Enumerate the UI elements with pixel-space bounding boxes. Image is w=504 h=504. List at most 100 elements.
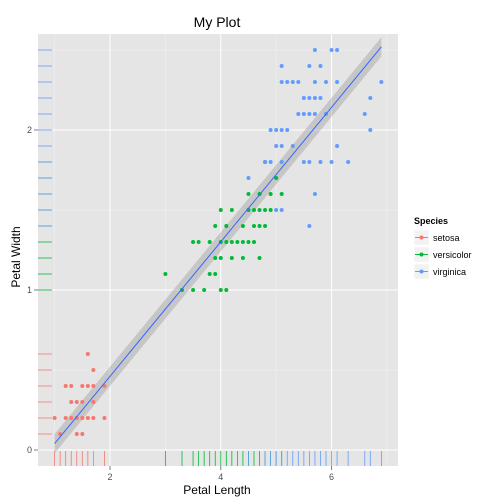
data-point-versicolor: [252, 240, 256, 244]
data-point-versicolor: [257, 208, 262, 212]
data-point-virginica: [290, 144, 295, 148]
data-point-virginica: [335, 80, 340, 84]
data-point-setosa: [91, 416, 96, 420]
data-point-versicolor: [229, 240, 234, 244]
data-point-versicolor: [279, 192, 284, 196]
data-point-versicolor: [240, 224, 245, 228]
data-point-versicolor: [268, 208, 273, 212]
data-point-versicolor: [207, 272, 212, 276]
data-point-versicolor: [252, 208, 256, 212]
data-point-setosa: [52, 416, 57, 420]
data-point-virginica: [307, 224, 312, 228]
legend-point-setosa: [419, 235, 424, 240]
data-point-virginica: [268, 160, 273, 164]
data-point-virginica: [329, 48, 334, 52]
data-point-versicolor: [263, 224, 268, 228]
data-point-virginica: [335, 48, 340, 52]
data-point-setosa: [74, 416, 79, 420]
data-point-virginica: [329, 160, 334, 164]
data-point-virginica: [312, 96, 317, 100]
legend-point-versicolor: [419, 252, 424, 257]
legend-point-virginica: [419, 269, 424, 274]
data-point-setosa: [69, 416, 74, 420]
x-tick-label: 4: [218, 472, 223, 482]
data-point-setosa: [80, 416, 85, 420]
data-point-versicolor: [213, 272, 218, 276]
data-point-virginica: [318, 160, 323, 164]
data-point-virginica: [279, 80, 284, 84]
legend-label-virginica: virginica: [433, 267, 466, 277]
data-point-versicolor: [235, 240, 240, 244]
data-point-virginica: [246, 176, 251, 180]
data-point-virginica: [274, 208, 279, 212]
data-point-versicolor: [218, 208, 223, 212]
data-point-virginica: [307, 112, 312, 116]
data-point-versicolor: [257, 256, 262, 260]
legend-label-setosa: setosa: [433, 233, 460, 243]
data-point-virginica: [307, 96, 312, 100]
y-axis-title: Petal Width: [9, 226, 23, 287]
legend-title: Species: [414, 216, 448, 226]
data-point-versicolor: [224, 224, 229, 228]
data-point-virginica: [379, 80, 384, 84]
data-point-versicolor: [268, 192, 273, 196]
data-point-virginica: [312, 80, 317, 84]
y-axis-ticks: 0 1 2: [27, 125, 38, 455]
data-point-versicolor: [229, 208, 234, 212]
data-point-versicolor: [202, 288, 207, 292]
data-point-setosa: [91, 384, 96, 388]
data-points: [52, 48, 384, 436]
data-point-setosa: [91, 400, 96, 404]
data-point-virginica: [301, 160, 306, 164]
data-point-versicolor: [180, 288, 184, 292]
data-point-versicolor: [224, 240, 229, 244]
data-point-versicolor: [257, 224, 262, 228]
data-point-setosa: [63, 384, 68, 388]
x-axis-title: Petal Length: [183, 483, 250, 497]
data-point-versicolor: [163, 272, 168, 276]
y-tick-label: 0: [27, 445, 32, 455]
data-point-setosa: [85, 416, 90, 420]
data-point-virginica: [335, 144, 340, 148]
data-point-virginica: [285, 80, 290, 84]
data-point-versicolor: [218, 288, 223, 292]
data-point-virginica: [274, 144, 279, 148]
data-point-virginica: [318, 64, 323, 68]
data-point-virginica: [279, 144, 284, 148]
data-point-virginica: [312, 192, 317, 196]
data-point-setosa: [85, 352, 90, 356]
data-point-virginica: [268, 128, 273, 132]
legend: Species setosa versicolor virginica: [413, 216, 472, 280]
chart-title: My Plot: [194, 14, 241, 30]
data-point-versicolor: [213, 224, 218, 228]
x-tick-label: 6: [329, 472, 334, 482]
data-point-virginica: [301, 112, 306, 116]
data-point-setosa: [69, 384, 74, 388]
data-point-virginica: [296, 80, 301, 84]
data-point-virginica: [279, 64, 284, 68]
data-point-versicolor: [240, 240, 245, 244]
data-point-versicolor: [196, 240, 201, 244]
data-point-versicolor: [213, 256, 218, 260]
data-point-virginica: [346, 160, 351, 164]
data-point-setosa: [80, 432, 85, 436]
data-point-setosa: [63, 416, 68, 420]
data-point-versicolor: [218, 256, 223, 260]
data-point-virginica: [279, 128, 284, 132]
y-tick-label: 2: [27, 125, 32, 135]
y-tick-label: 1: [27, 285, 32, 295]
data-point-versicolor: [191, 240, 196, 244]
data-point-setosa: [80, 400, 85, 404]
data-point-versicolor: [229, 256, 234, 260]
data-point-versicolor: [246, 240, 251, 244]
data-point-virginica: [296, 112, 301, 116]
data-point-virginica: [324, 80, 328, 84]
data-point-virginica: [368, 96, 373, 100]
data-point-virginica: [279, 208, 284, 212]
data-point-versicolor: [263, 208, 268, 212]
x-axis-ticks: 2 4 6: [107, 466, 334, 482]
data-point-virginica: [263, 160, 268, 164]
data-point-setosa: [91, 368, 96, 372]
data-point-virginica: [285, 128, 290, 132]
